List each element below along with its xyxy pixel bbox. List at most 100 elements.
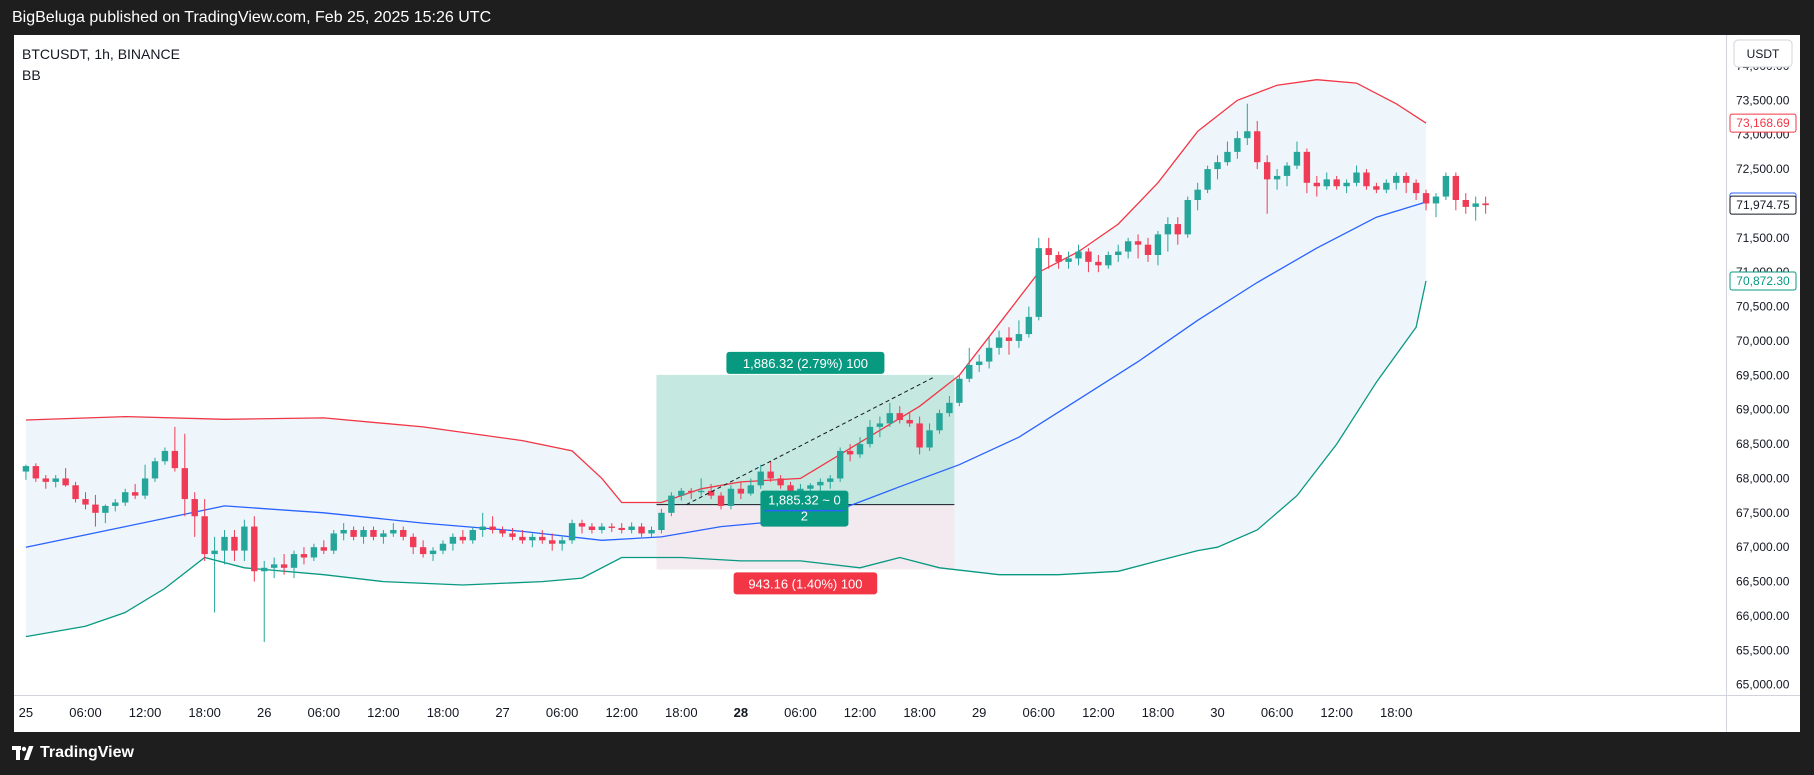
loss-label: 943.16 (1.40%) 100 (733, 572, 878, 595)
candle-body (697, 490, 705, 493)
candle-body (916, 423, 923, 448)
candle-body (608, 526, 615, 528)
candle-body (1402, 175, 1410, 183)
candle-body (42, 478, 49, 482)
candle-body (370, 530, 377, 537)
candle-body (757, 471, 764, 486)
y-tick-label: 65,500.00 (1736, 643, 1790, 657)
x-tick-label: 12:00 (367, 705, 400, 720)
candle-body (995, 337, 1003, 348)
candle-body (201, 516, 208, 555)
indicator-label[interactable]: BB (22, 67, 41, 83)
candle-body (1482, 203, 1489, 206)
candle-body (1373, 186, 1380, 190)
x-tick-label: 18:00 (1142, 705, 1175, 720)
candle-body (618, 527, 625, 530)
candle-body (122, 492, 129, 503)
currency-button[interactable]: USDT (1733, 39, 1793, 68)
candle-body (946, 402, 953, 414)
y-tick-label: 73,500.00 (1736, 93, 1790, 107)
x-tick-label: 12:00 (129, 705, 162, 720)
bollinger-band-fill (25, 79, 1426, 637)
footer: TradingView (0, 732, 1814, 775)
candle-body (1105, 255, 1112, 266)
candle-body (161, 450, 169, 462)
candle-body (1244, 131, 1251, 139)
x-tick-label: 25 (19, 705, 33, 720)
candle-body (787, 485, 794, 494)
lower-band-line (25, 280, 1427, 638)
candle-body (1273, 175, 1281, 180)
candle-body (1383, 182, 1390, 190)
price-axis-label: 70,872.30 (1729, 271, 1797, 291)
candlestick-chart[interactable]: 1,886.32 (2.79%) 100 943.16 (1.40%) 100 1,… (14, 35, 1800, 732)
candle-body (241, 526, 248, 551)
candle-body (896, 413, 903, 420)
price-axis-label: 73,168.69 (1729, 113, 1797, 133)
plot-area: 1,886.32 (2.79%) 100 943.16 (1.40%) 100 1,… (22, 79, 1489, 643)
candle-body (1204, 169, 1211, 190)
x-tick-label: 12:00 (844, 705, 877, 720)
candle-body (1293, 151, 1301, 166)
candle-body (52, 478, 59, 482)
candle-body (429, 550, 437, 555)
publish-header: BigBeluga published on TradingView.com, … (0, 0, 1814, 36)
profit-zone (656, 374, 955, 505)
candle-body (1343, 182, 1350, 187)
candle-body (1353, 172, 1360, 183)
candle-body (32, 466, 40, 479)
candle-body (290, 554, 298, 568)
x-tick-label: 06:00 (1261, 705, 1294, 720)
candle-body (638, 526, 645, 534)
candle-body (310, 547, 318, 558)
candle-body (936, 413, 943, 431)
chart-area[interactable]: 1,886.32 (2.79%) 100 943.16 (1.40%) 100 1,… (14, 35, 1800, 732)
candle-body (92, 504, 99, 513)
candle-body (886, 413, 894, 424)
x-tick-label: 06:00 (1023, 705, 1056, 720)
candle-body (350, 530, 357, 537)
x-tick-label: 18:00 (427, 705, 460, 720)
candle-body (807, 485, 814, 489)
candle-body (82, 499, 89, 505)
y-tick-label: 71,500.00 (1736, 231, 1790, 245)
candle-body (1234, 138, 1241, 152)
candle-body (1432, 196, 1440, 204)
candle-body (1015, 334, 1023, 341)
candle-body (1333, 179, 1340, 187)
x-tick-label: 12:00 (1082, 705, 1115, 720)
candle-body (856, 444, 864, 455)
candle-body (1323, 179, 1330, 187)
candle-body (926, 430, 933, 448)
publish-info: BigBeluga published on TradingView.com, … (12, 9, 492, 26)
candle-body (688, 490, 695, 493)
candle-body (1005, 337, 1013, 341)
x-tick-label: 29 (972, 705, 986, 720)
candle-body (22, 466, 30, 472)
candle-body (112, 502, 119, 506)
candle-body (558, 540, 566, 544)
svg-text:70,872.30: 70,872.30 (1736, 274, 1790, 288)
candle-body (1095, 261, 1102, 266)
candle-body (598, 526, 606, 530)
candle-body (489, 526, 496, 530)
candle-body (151, 461, 159, 479)
candle-body (171, 450, 179, 469)
candle-body (668, 495, 675, 513)
svg-text:USDT: USDT (1747, 47, 1780, 61)
candle-body (707, 490, 715, 496)
candle-body (628, 526, 635, 530)
price-axis-label: 71,974.75 (1729, 195, 1797, 215)
x-tick-label: 30 (1210, 705, 1224, 720)
candle-body (678, 490, 685, 496)
candle-body (588, 526, 596, 530)
candle-body (409, 536, 417, 548)
candle-body (1462, 200, 1469, 207)
tradingview-logo[interactable]: TradingView (12, 744, 134, 762)
candle-body (906, 420, 913, 424)
candle-body (1393, 175, 1400, 183)
y-tick-label: 67,500.00 (1736, 506, 1790, 520)
symbol-label: BTCUSDT, 1h, BINANCE (22, 46, 180, 62)
candle-body (846, 450, 854, 455)
candle-body (568, 523, 576, 541)
